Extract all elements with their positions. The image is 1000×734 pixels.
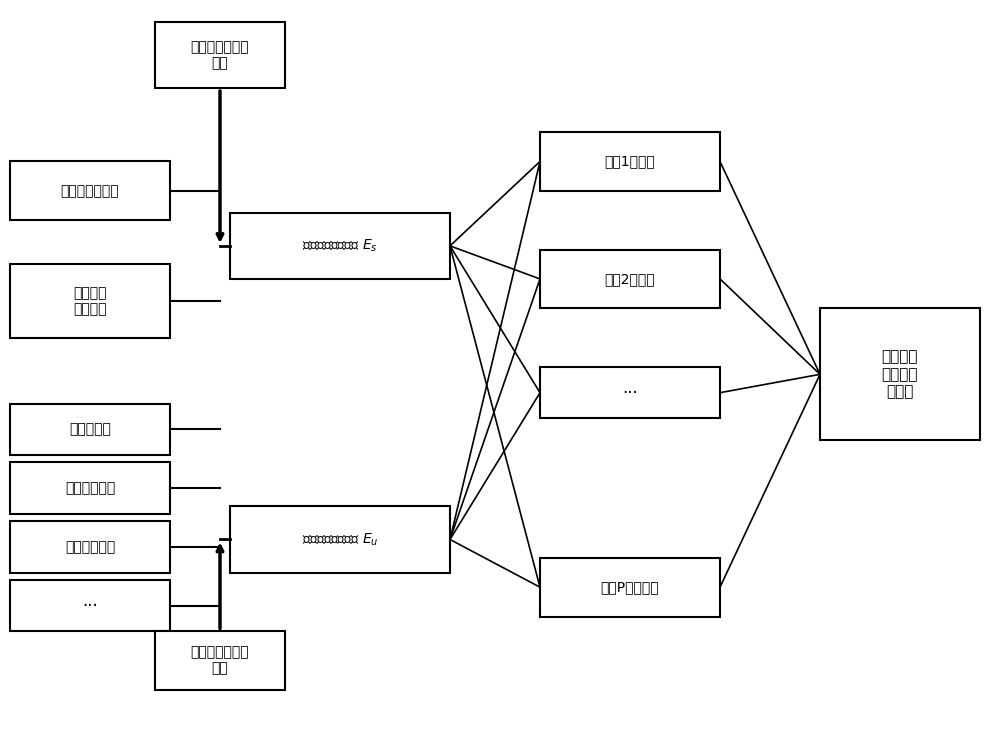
Text: 进给传动
系统能耗: 进给传动 系统能耗	[73, 286, 107, 316]
FancyBboxPatch shape	[10, 404, 170, 455]
Text: 主传动系统能耗: 主传动系统能耗	[61, 184, 119, 198]
Text: ···: ···	[622, 384, 638, 401]
Text: 与负载有关的能耗 $E_s$: 与负载有关的能耗 $E_s$	[302, 238, 378, 254]
Text: 数控铣床
加工工件
能耗：: 数控铣床 加工工件 能耗：	[882, 349, 918, 399]
FancyBboxPatch shape	[10, 580, 170, 631]
FancyBboxPatch shape	[230, 506, 450, 573]
Text: 工序P的能耗：: 工序P的能耗：	[601, 580, 659, 595]
FancyBboxPatch shape	[230, 213, 450, 279]
Text: 时间参数与功率
参数: 时间参数与功率 参数	[191, 645, 249, 676]
Text: 工序1的能耗: 工序1的能耗	[605, 154, 655, 169]
Text: 与负载无关的能耗 $E_u$: 与负载无关的能耗 $E_u$	[302, 531, 378, 548]
FancyBboxPatch shape	[540, 367, 720, 418]
FancyBboxPatch shape	[10, 462, 170, 514]
FancyBboxPatch shape	[155, 22, 285, 88]
Text: 换刀系统能耗: 换刀系统能耗	[65, 539, 115, 554]
FancyBboxPatch shape	[155, 631, 285, 690]
FancyBboxPatch shape	[10, 521, 170, 573]
FancyBboxPatch shape	[540, 132, 720, 191]
Text: ···: ···	[82, 597, 98, 614]
FancyBboxPatch shape	[10, 161, 170, 220]
FancyBboxPatch shape	[10, 264, 170, 338]
FancyBboxPatch shape	[820, 308, 980, 440]
Text: 工序2的能耗: 工序2的能耗	[605, 272, 655, 286]
FancyBboxPatch shape	[540, 558, 720, 617]
Text: 冷却系统能耗: 冷却系统能耗	[65, 481, 115, 495]
Text: 时间参数与功率
参数: 时间参数与功率 参数	[191, 40, 249, 70]
Text: 灯的能耗：: 灯的能耗：	[69, 422, 111, 437]
FancyBboxPatch shape	[540, 250, 720, 308]
